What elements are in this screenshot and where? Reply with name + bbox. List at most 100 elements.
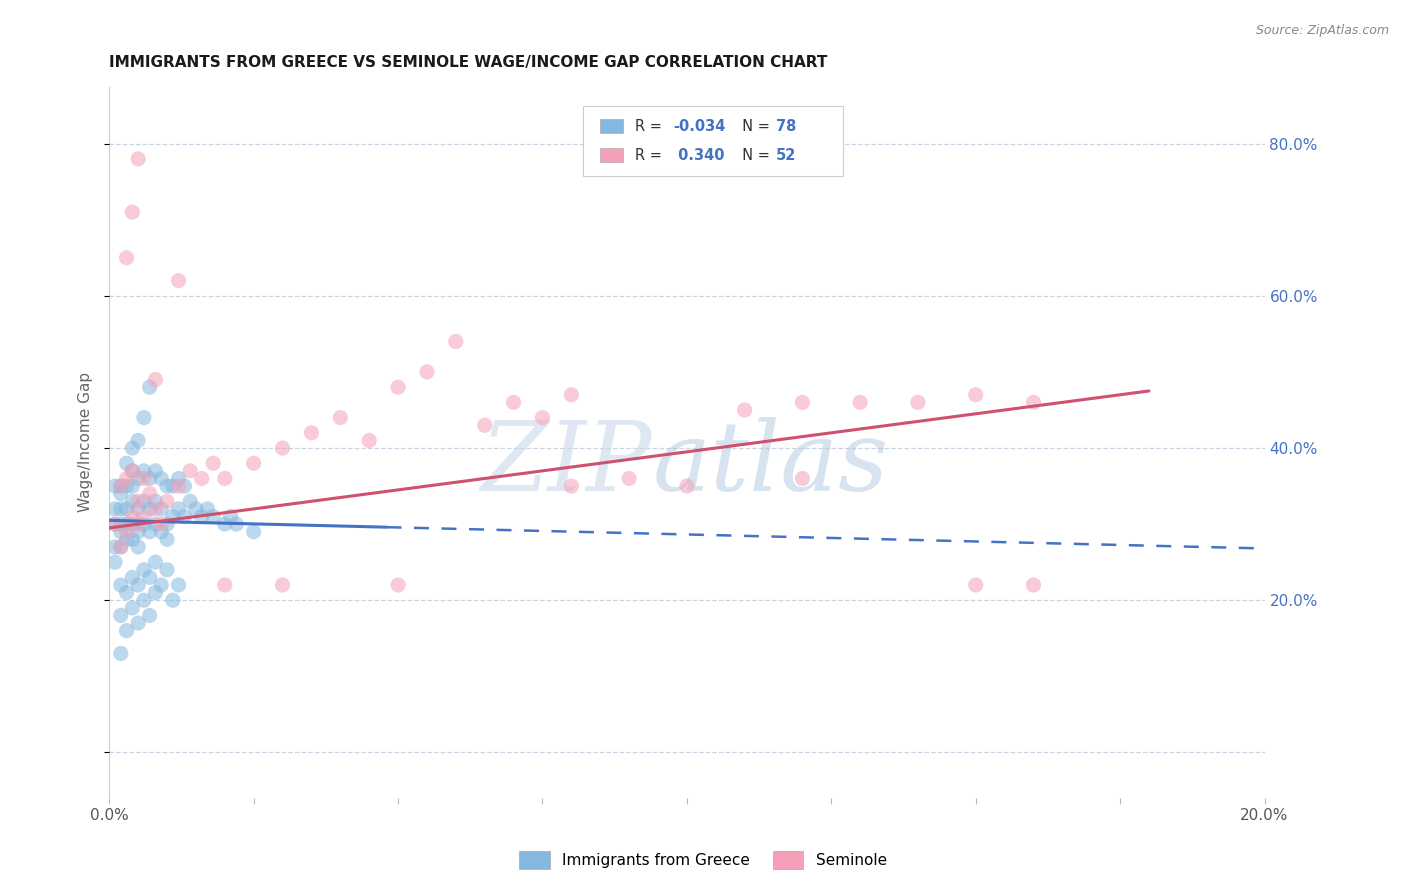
Legend: Immigrants from Greece, Seminole: Immigrants from Greece, Seminole [513,845,893,875]
Point [145,585,167,599]
Point [110,517,132,532]
Point [214,578,236,592]
Point [138,608,160,623]
Point [104,479,127,493]
Point [792,471,814,485]
Point [110,540,132,554]
Point [127,502,149,516]
Point [121,509,143,524]
Point [150,471,173,485]
Text: -0.034: -0.034 [673,119,725,134]
Point [138,380,160,394]
Point [121,479,143,493]
Point [121,517,143,532]
Point [202,509,225,524]
Point [907,395,929,409]
Text: atlas: atlas [652,417,889,510]
Point [132,410,155,425]
Text: IMMIGRANTS FROM GREECE VS SEMINOLE WAGE/INCOME GAP CORRELATION CHART: IMMIGRANTS FROM GREECE VS SEMINOLE WAGE/… [110,55,828,70]
Point [734,403,756,417]
Point [127,494,149,508]
Point [167,274,190,288]
Point [132,593,155,607]
Point [115,502,138,516]
Point [167,471,190,485]
Point [359,434,381,448]
Point [676,479,699,493]
Point [184,502,207,516]
Point [214,517,236,532]
Text: N =: N = [733,119,775,134]
Point [104,540,127,554]
Point [329,410,352,425]
Point [115,533,138,547]
Point [474,418,496,433]
FancyBboxPatch shape [600,120,623,134]
Point [156,517,179,532]
Point [531,410,554,425]
Point [145,464,167,478]
Point [127,524,149,539]
Point [115,251,138,265]
Point [121,464,143,478]
Point [115,456,138,470]
Point [127,471,149,485]
Point [150,578,173,592]
Point [115,585,138,599]
Point [138,471,160,485]
Point [127,434,149,448]
Point [121,441,143,455]
Point [121,494,143,508]
Point [299,425,322,440]
Point [132,517,155,532]
Point [138,486,160,500]
Point [127,615,149,630]
Point [110,608,132,623]
Point [127,578,149,592]
Point [110,479,132,493]
Point [132,563,155,577]
Point [121,600,143,615]
Point [173,509,195,524]
Point [121,464,143,478]
Point [444,334,467,349]
Point [202,456,225,470]
Point [132,464,155,478]
Text: 0.340: 0.340 [673,147,724,162]
Point [127,152,149,166]
Point [127,517,149,532]
Point [145,502,167,516]
Text: ZIP: ZIP [481,417,652,510]
Point [121,205,143,219]
Point [132,509,155,524]
Point [179,464,201,478]
Point [560,479,582,493]
Point [387,578,409,592]
Point [167,502,190,516]
FancyBboxPatch shape [583,106,842,176]
Point [110,479,132,493]
Point [179,494,201,508]
Point [416,365,439,379]
Text: 52: 52 [776,147,796,162]
Text: Source: ZipAtlas.com: Source: ZipAtlas.com [1256,24,1389,37]
Point [115,624,138,638]
Point [792,395,814,409]
Point [197,502,219,516]
Point [167,479,190,493]
Point [502,395,524,409]
Point [132,494,155,508]
Point [1022,578,1045,592]
Point [115,524,138,539]
Point [115,517,138,532]
Point [242,524,264,539]
Point [150,502,173,516]
Y-axis label: Wage/Income Gap: Wage/Income Gap [79,372,93,512]
Point [156,533,179,547]
Point [162,509,184,524]
Point [110,540,132,554]
Point [104,555,127,569]
Point [115,479,138,493]
Point [387,380,409,394]
Point [965,578,987,592]
